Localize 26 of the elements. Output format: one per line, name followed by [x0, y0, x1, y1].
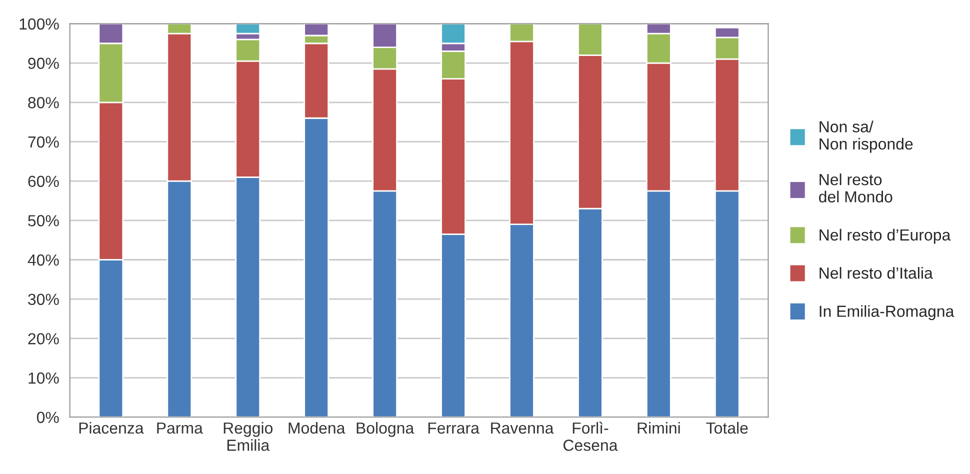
- x-tick-label: Forlì- Cesena: [564, 422, 618, 451]
- y-tick-label: 100%: [20, 18, 59, 30]
- x-tick-label: Ferrara: [428, 422, 480, 434]
- legend-label: Non sa/ Non risponde: [820, 120, 913, 153]
- x-tick-label: Piacenza: [79, 422, 144, 434]
- y-tick-label: 90%: [28, 58, 59, 69]
- legend-label: In Emilia-Romagna: [820, 305, 954, 320]
- legend-label: Nel resto del Mondo: [819, 174, 892, 202]
- y-tick-label: 50%: [28, 215, 59, 226]
- y-tick-label: 0%: [36, 412, 59, 424]
- y-tick-label: 20%: [28, 333, 59, 344]
- y-tick-label: 70%: [28, 136, 59, 148]
- legend-label: Nel resto d’Italia: [820, 267, 933, 279]
- x-tick-label: Rimini: [638, 422, 680, 434]
- x-tick-label: Modena: [288, 422, 346, 434]
- x-tick-label: Parma: [157, 422, 203, 434]
- y-tick-label: 10%: [28, 372, 59, 384]
- y-tick-label: 40%: [28, 254, 59, 266]
- x-tick-label: Reggio Emilia: [224, 422, 273, 451]
- x-tick-label: Ravenna: [491, 422, 554, 434]
- legend-label: Nel resto d’Europa: [820, 228, 951, 244]
- y-tick-label: 60%: [28, 176, 59, 188]
- y-tick-label: 30%: [28, 294, 59, 306]
- x-tick-label: Totale: [706, 422, 748, 434]
- y-tick-label: 80%: [28, 97, 59, 108]
- x-tick-label: Bologna: [356, 422, 414, 437]
